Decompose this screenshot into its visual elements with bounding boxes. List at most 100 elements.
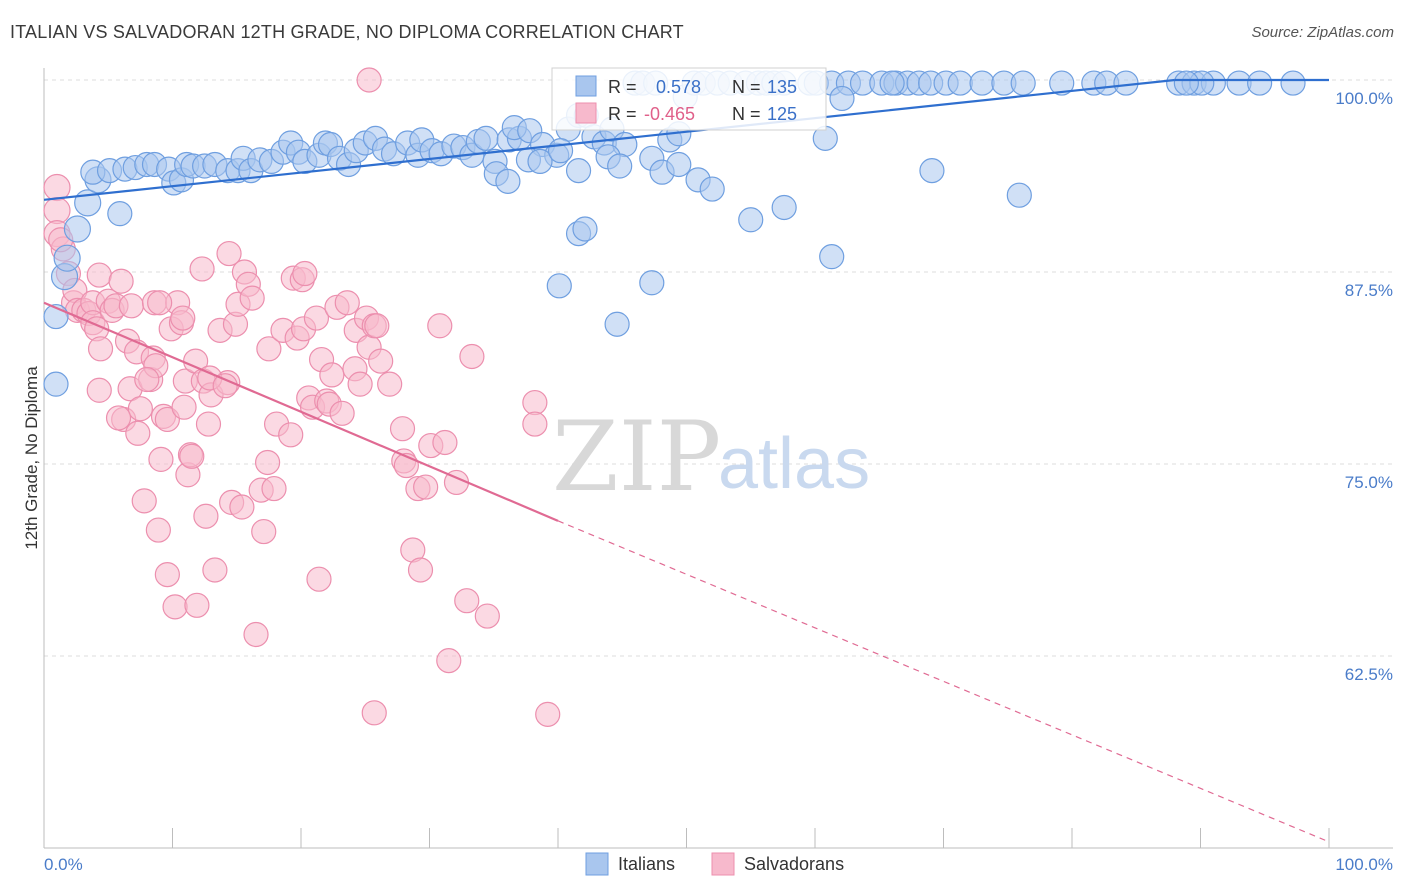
point-italians-126: [572, 216, 598, 242]
point-italians-110: [527, 148, 553, 175]
point-salvadorans-34: [148, 446, 174, 472]
stats-box: R = 0.578 N = 135 R = -0.465 N = 125: [551, 67, 827, 131]
watermark: ZIP atlas: [552, 401, 870, 513]
point-salvadorans-95: [368, 348, 394, 374]
legend-label-italians: Italians: [618, 854, 675, 874]
point-italians-121: [919, 158, 945, 184]
point-salvadorans-105: [427, 313, 453, 339]
point-italians-104: [1280, 70, 1306, 96]
point-salvadorans-55: [216, 240, 242, 267]
point-italians-108: [495, 168, 521, 194]
stats-swatch-italians: [575, 75, 597, 97]
point-salvadorans-114: [535, 701, 561, 727]
stat-salvadorans-n-value: 125: [767, 104, 797, 124]
point-italians-4: [63, 215, 92, 243]
point-italians-131: [829, 85, 855, 112]
point-salvadorans-27: [127, 396, 153, 422]
point-salvadorans-65: [251, 518, 277, 545]
point-salvadorans-118: [154, 561, 180, 588]
stat-italians-n-value: 135: [767, 77, 797, 97]
y-tick-label-1: 87.5%: [1345, 281, 1393, 300]
stat-salvadorans-n-label: N =: [732, 104, 761, 124]
point-salvadorans-102: [407, 557, 434, 583]
point-salvadorans-103: [413, 474, 439, 500]
point-salvadorans-84: [319, 362, 345, 388]
point-italians-114: [607, 153, 633, 179]
point-salvadorans-14: [86, 377, 112, 403]
y-tick-label-2: 75.0%: [1345, 473, 1393, 492]
legend-swatch-salvadorans: [711, 852, 735, 876]
point-salvadorans-96: [377, 371, 403, 397]
series-salvadorans: [43, 67, 561, 727]
x-tick-max: 100.0%: [1335, 855, 1393, 874]
point-salvadorans-47: [189, 256, 215, 282]
point-salvadorans-26: [125, 420, 151, 446]
stat-salvadorans-r-label: R =: [608, 104, 637, 124]
point-salvadorans-59: [229, 494, 255, 520]
point-italians-132: [879, 70, 905, 96]
point-italians-127: [819, 244, 845, 270]
point-italians-50: [473, 125, 499, 151]
point-italians-3: [53, 244, 81, 272]
point-italians-129: [639, 270, 665, 296]
point-italians-92: [969, 70, 995, 96]
point-italians-117: [666, 151, 692, 178]
trend-line-salvadorans: [43, 301, 559, 522]
point-salvadorans-52: [202, 557, 228, 583]
point-salvadorans-63: [243, 621, 269, 648]
y-axis-label: 12th Grade, No Diploma: [22, 366, 41, 550]
point-italians-95: [1049, 70, 1075, 96]
point-salvadorans-121: [134, 366, 160, 393]
point-salvadorans-38: [162, 594, 188, 620]
trend-line-salvadorans-extension: [557, 520, 1330, 843]
point-salvadorans-107: [436, 648, 462, 674]
point-salvadorans-90: [347, 371, 373, 397]
point-italians-94: [1010, 70, 1036, 96]
point-salvadorans-94: [364, 313, 390, 339]
x-tick-min: 0.0%: [44, 855, 83, 874]
point-italians-130: [604, 311, 630, 337]
stats-box-frame: [551, 67, 827, 131]
point-italians-103: [1247, 70, 1273, 96]
point-italians-123: [771, 194, 797, 221]
point-salvadorans-49: [193, 503, 219, 529]
point-salvadorans-67: [256, 336, 282, 362]
point-salvadorans-110: [459, 343, 485, 370]
point-salvadorans-76: [292, 260, 318, 287]
point-salvadorans-71: [278, 422, 304, 448]
point-salvadorans-80: [306, 566, 332, 592]
legend: Italians Salvadorans: [585, 852, 844, 876]
point-salvadorans-62: [239, 285, 265, 311]
watermark-atlas: atlas: [718, 424, 870, 504]
point-italians-112: [565, 158, 592, 184]
point-salvadorans-46: [184, 592, 210, 618]
point-italians-128: [546, 273, 572, 299]
point-italians-91: [947, 70, 973, 96]
point-salvadorans-86: [329, 400, 355, 426]
point-salvadorans-1: [43, 196, 71, 225]
point-italians-0: [43, 371, 69, 397]
y-tick-label-0: 100.0%: [1335, 89, 1393, 108]
point-salvadorans-16: [86, 262, 112, 288]
point-salvadorans-112: [522, 389, 548, 416]
legend-swatch-italians: [585, 852, 609, 876]
source-label: Source: ZipAtlas.com: [1251, 24, 1394, 41]
point-italians-122: [1006, 182, 1032, 208]
point-italians-106: [1173, 70, 1199, 96]
point-salvadorans-109: [454, 588, 480, 614]
y-tick-labels: 100.0% 87.5% 75.0% 62.5%: [1335, 89, 1393, 684]
point-italians-124: [738, 207, 764, 233]
point-salvadorans-117: [179, 443, 205, 469]
point-salvadorans-97: [389, 416, 416, 442]
stat-italians-n-label: N =: [732, 77, 761, 97]
trend-line-italians: [43, 78, 1175, 201]
stats-swatch-salvadorans: [575, 102, 597, 124]
stat-salvadorans-r-value: -0.465: [644, 104, 695, 124]
point-italians-98: [1113, 70, 1139, 96]
point-salvadorans-120: [147, 290, 173, 316]
point-salvadorans-87: [334, 290, 360, 316]
point-salvadorans-119: [171, 394, 197, 420]
point-italians-7: [107, 201, 133, 227]
stat-italians-r-value: 0.578: [656, 77, 701, 97]
